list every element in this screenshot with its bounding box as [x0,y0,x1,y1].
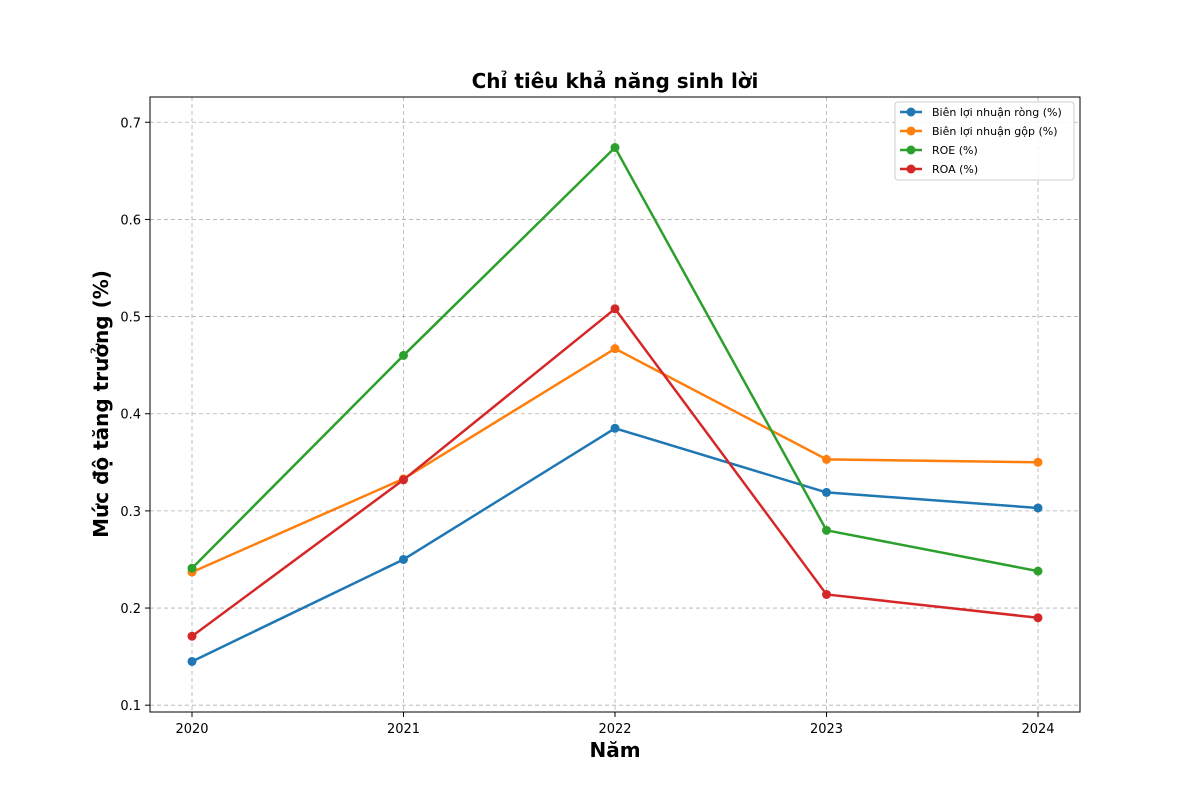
data-point [1033,457,1043,467]
data-point [822,487,831,497]
legend-item: Biên lợi nhuận gộp (%) [900,125,1058,138]
x-tick-label: 2022 [598,722,631,737]
legend-label: ROE (%) [932,144,978,157]
legend-marker [906,126,916,136]
y-tick-label: 0.5 [120,311,141,326]
x-axis-label: Năm [589,738,640,762]
legend-item: Biên lợi nhuận ròng (%) [900,106,1062,119]
chart-title: Chỉ tiêu khả năng sinh lời [472,69,759,93]
data-point [1033,566,1043,576]
legend-marker [906,164,916,174]
data-point [187,563,197,573]
data-point [187,631,197,641]
series-layer [187,143,1043,666]
y-tick-label: 0.1 [120,699,141,714]
data-point [822,589,831,599]
axis-ticks: 2020 2021 2022 2023 2024 0.1 0.2 0.3 0.4 0.5 0.6 0.… [120,116,1054,737]
y-tick-label: 0.3 [120,505,141,520]
x-tick-label: 2021 [387,722,420,737]
data-point [187,656,197,666]
data-point [399,350,408,360]
y-axis-label: Mức độ tăng trưởng (%) [89,270,113,538]
x-tick-label: 2023 [810,722,843,737]
data-point [822,525,831,535]
series-3 [187,143,1043,576]
data-point [610,143,620,153]
y-tick-label: 0.2 [120,602,141,617]
x-tick-label: 2020 [175,722,208,737]
legend-item: ROE (%) [900,144,978,157]
data-point [399,554,408,564]
x-tick-label: 2024 [1021,722,1054,737]
legend-item: ROA (%) [900,163,978,176]
data-point [822,454,831,464]
legend-label: ROA (%) [932,163,978,176]
data-point [1033,613,1043,623]
legend-marker [906,107,916,117]
legend-label: Biên lợi nhuận gộp (%) [932,125,1058,138]
data-point [610,423,620,433]
y-tick-label: 0.6 [120,213,141,228]
data-point [399,475,408,485]
legend: Biên lợi nhuận ròng (%) Biên lợi nhuận gộ… [894,101,1075,181]
data-point [610,344,620,354]
data-point [610,304,620,314]
legend-marker [906,145,916,155]
y-tick-label: 0.7 [120,116,141,131]
legend-box [894,101,1075,181]
legend-label: Biên lợi nhuận ròng (%) [932,106,1062,119]
series-1 [187,423,1043,666]
series-4 [187,304,1043,641]
data-point [1033,503,1043,513]
y-tick-label: 0.4 [120,408,141,423]
